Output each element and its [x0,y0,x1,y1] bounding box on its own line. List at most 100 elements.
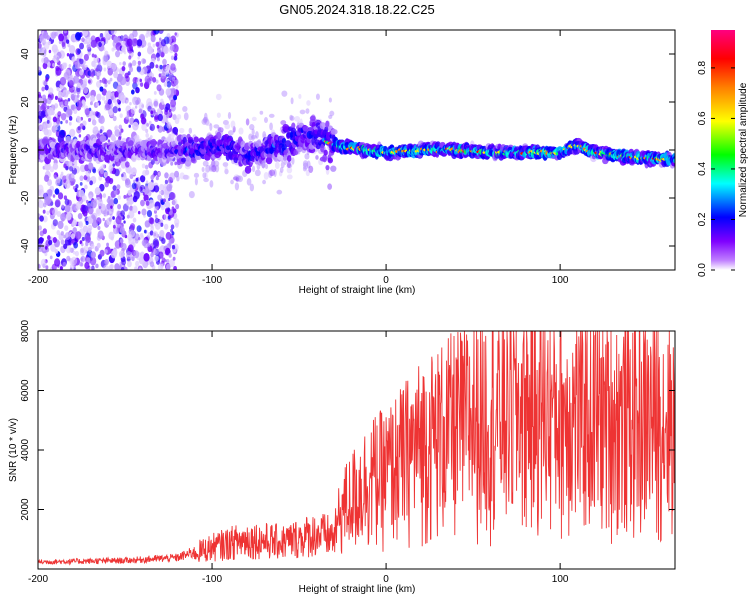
spectrogram-ridge-cell [330,128,338,135]
spectrogram-noise-cell [64,225,69,232]
spectrogram-noise-cell [61,204,65,209]
spectrogram-noise-cell [117,204,122,210]
snr-xtick-label: 0 [383,574,389,585]
spectrogram-noise-cell [68,121,72,126]
spectrogram-noise-cell [68,116,73,121]
spectrogram-noise-cell [73,178,76,183]
colorbar-gradient [711,30,735,270]
spectrogram-noise-cell [159,183,164,191]
spectrogram-noise-cell [254,169,261,177]
spectrogram-noise-cell [154,217,159,224]
spectrogram-noise-cell [255,131,259,139]
spectrogram-noise-cell [107,98,112,105]
spectrogram-noise-cell [224,123,231,130]
spectrogram-noise-cell [65,212,72,221]
spectrogram-noise-cell [238,127,244,135]
spectrogram-noise-cell [56,86,60,92]
spectrogram-noise-cell [98,42,102,48]
spectrogram-noise-cell [327,183,333,190]
spectrogram-noise-cell [79,175,84,182]
spectrogram-noise-cell [88,79,91,84]
spectrogram-noise-cell [77,48,82,54]
spectrogram-noise-cell [290,97,294,105]
spectrogram-noise-cell [97,230,104,240]
spectrogram-noise-cell [159,64,163,70]
spectrogram-noise-cell [98,115,105,125]
spectrogram-noise-cell [91,53,95,58]
spectrogram-noise-cell [63,195,68,200]
spectrogram-noise-cell [230,120,236,129]
spectrogram-noise-cell [123,220,126,224]
spectrogram-noise-cell [38,118,41,124]
spectrogram-noise-cell [73,108,78,115]
spectrogram-noise-cell [72,227,78,234]
spectrogram-noise-cell [68,80,74,87]
spectrogram-noise-cell [77,212,83,220]
spectrogram-noise-cell [259,110,264,115]
spectrogram-noise-cell [328,97,332,103]
spectrogram-noise-cell [133,250,140,259]
spectrogram-noise-cell [60,239,65,245]
spectrogram-noise-cell [43,56,49,64]
spectrogram-noise-cell [54,126,58,131]
spectrogram-noise-cell [73,241,79,249]
spectrogram-ridge-cell [215,131,222,140]
spectrogram-noise-cell [170,99,177,108]
spectrogram-noise-cell [128,201,133,206]
spectrogram-noise-cell [173,265,177,270]
spectrogram-noise-cell [51,110,55,116]
spectrogram-noise-cell [142,188,146,193]
spectrogram-noise-cell [165,70,169,75]
spectrogram-noise-cell [68,64,72,68]
spectrogram-ridge-cell [190,157,196,164]
spectrogram-noise-cell [160,98,164,104]
spectrogram-xlabel: Height of straight line (km) [299,285,416,296]
spectrogram-noise-cell [121,258,127,266]
spectrogram-noise-cell [112,216,115,220]
spectrogram-noise-cell [166,263,171,270]
spectrogram-noise-cell [114,90,119,98]
spectrogram-noise-cell [72,185,76,190]
spectrogram-noise-cell [120,161,127,169]
spectrogram-noise-cell [81,99,86,105]
spectrogram-noise-cell [274,161,280,170]
colorbar-tick-label: 0.4 [697,162,708,176]
spectrogram-noise-cell [136,225,142,233]
spectrogram-noise-cell [173,79,179,86]
spectrogram-noise-cell [46,210,50,215]
spectrogram-noise-cell [129,230,135,238]
spectrogram-noise-cell [52,219,58,227]
spectrogram-noise-cell [45,77,49,82]
spectrogram-noise-cell [184,175,190,180]
spectrogram-noise-cell [246,178,252,186]
spectrogram-noise-cell [168,253,172,258]
spectrogram-noise-cell [132,81,138,90]
spectrogram-ridge-cell [324,126,329,132]
spectrogram-noise-cell [50,244,56,252]
spectrogram-noise-cell [137,56,140,60]
spectrogram-noise-cell [54,199,61,208]
spectrogram-noise-cell [176,113,182,120]
spectrogram-noise-cell [103,171,109,178]
spectrogram-noise-cell [150,224,154,229]
spectrogram-noise-cell [137,210,141,215]
spectrogram-noise-cell [76,126,82,134]
spectrogram-noise-cell [121,65,126,72]
spectrogram-noise-cell [156,57,160,62]
spectrogram-noise-cell [132,217,137,223]
snr-ytick-label: 8000 [20,319,31,342]
spectrogram-noise-cell [315,155,319,160]
spectrogram-noise-cell [58,33,64,42]
spectrogram-noise-cell [89,180,93,186]
spectrogram-noise-cell [47,189,53,196]
spectrogram-noise-cell [160,189,165,196]
spectrogram-noise-cell [93,198,97,204]
spectrogram-noise-cell [79,261,83,267]
spectrogram-noise-cell [110,96,114,101]
spectrogram-noise-cell [234,182,240,191]
spectrogram-noise-cell [70,233,76,239]
spectrogram-noise-cell [152,43,156,48]
spectrogram-noise-cell [128,210,135,219]
spectrogram-ridge-cell [296,146,303,153]
spectrogram-noise-cell [77,222,81,226]
